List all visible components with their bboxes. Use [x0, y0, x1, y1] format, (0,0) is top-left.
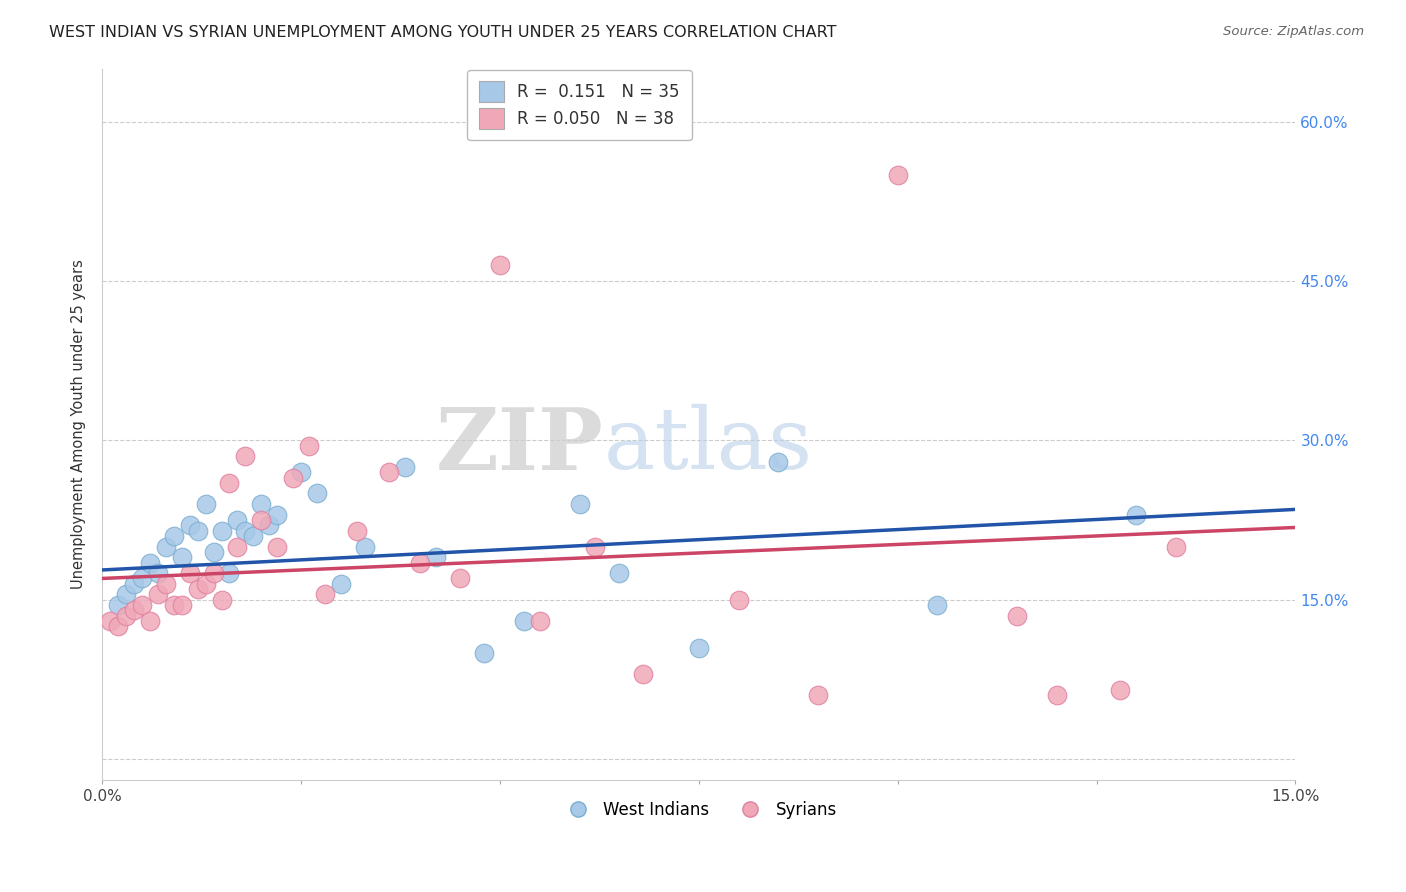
Point: [242, 529, 264, 543]
Point: [305, 486, 328, 500]
Point: [281, 470, 304, 484]
Point: [202, 566, 225, 581]
Point: [115, 587, 138, 601]
Point: [266, 540, 288, 554]
Point: [290, 465, 312, 479]
Point: [927, 598, 949, 612]
Y-axis label: Unemployment Among Youth under 25 years: Unemployment Among Youth under 25 years: [72, 260, 86, 590]
Point: [631, 667, 654, 681]
Point: [218, 475, 240, 490]
Point: [194, 497, 217, 511]
Point: [163, 529, 186, 543]
Point: [886, 168, 908, 182]
Point: [425, 550, 447, 565]
Point: [583, 540, 606, 554]
Point: [107, 598, 129, 612]
Point: [122, 603, 145, 617]
Point: [131, 571, 153, 585]
Point: [409, 556, 432, 570]
Point: [179, 566, 201, 581]
Text: ZIP: ZIP: [436, 404, 603, 488]
Point: [346, 524, 368, 538]
Point: [187, 582, 209, 596]
Point: [513, 614, 536, 628]
Point: [163, 598, 186, 612]
Point: [1166, 540, 1188, 554]
Point: [1125, 508, 1147, 522]
Point: [155, 540, 177, 554]
Point: [489, 258, 512, 272]
Point: [394, 459, 416, 474]
Point: [298, 439, 321, 453]
Point: [155, 576, 177, 591]
Point: [139, 556, 162, 570]
Point: [146, 587, 169, 601]
Point: [235, 450, 257, 464]
Point: [226, 540, 249, 554]
Point: [131, 598, 153, 612]
Point: [170, 550, 193, 565]
Point: [807, 688, 830, 702]
Point: [1109, 683, 1132, 698]
Point: [353, 540, 375, 554]
Point: [179, 518, 201, 533]
Point: [194, 576, 217, 591]
Point: [146, 566, 169, 581]
Point: [98, 614, 121, 628]
Point: [259, 518, 281, 533]
Point: [1046, 688, 1069, 702]
Point: [139, 614, 162, 628]
Point: [529, 614, 551, 628]
Point: [107, 619, 129, 633]
Point: [235, 524, 257, 538]
Point: [266, 508, 288, 522]
Point: [329, 576, 352, 591]
Point: [568, 497, 591, 511]
Point: [727, 592, 749, 607]
Text: Source: ZipAtlas.com: Source: ZipAtlas.com: [1223, 25, 1364, 38]
Point: [449, 571, 471, 585]
Point: [115, 608, 138, 623]
Point: [226, 513, 249, 527]
Point: [377, 465, 399, 479]
Point: [607, 566, 630, 581]
Point: [187, 524, 209, 538]
Point: [1005, 608, 1028, 623]
Point: [170, 598, 193, 612]
Point: [250, 497, 273, 511]
Point: [768, 454, 790, 468]
Point: [202, 545, 225, 559]
Point: [688, 640, 710, 655]
Point: [250, 513, 273, 527]
Text: atlas: atlas: [603, 404, 813, 487]
Text: WEST INDIAN VS SYRIAN UNEMPLOYMENT AMONG YOUTH UNDER 25 YEARS CORRELATION CHART: WEST INDIAN VS SYRIAN UNEMPLOYMENT AMONG…: [49, 25, 837, 40]
Point: [218, 566, 240, 581]
Point: [472, 646, 495, 660]
Point: [211, 592, 233, 607]
Point: [211, 524, 233, 538]
Point: [314, 587, 336, 601]
Point: [122, 576, 145, 591]
Legend: West Indians, Syrians: West Indians, Syrians: [554, 794, 844, 825]
